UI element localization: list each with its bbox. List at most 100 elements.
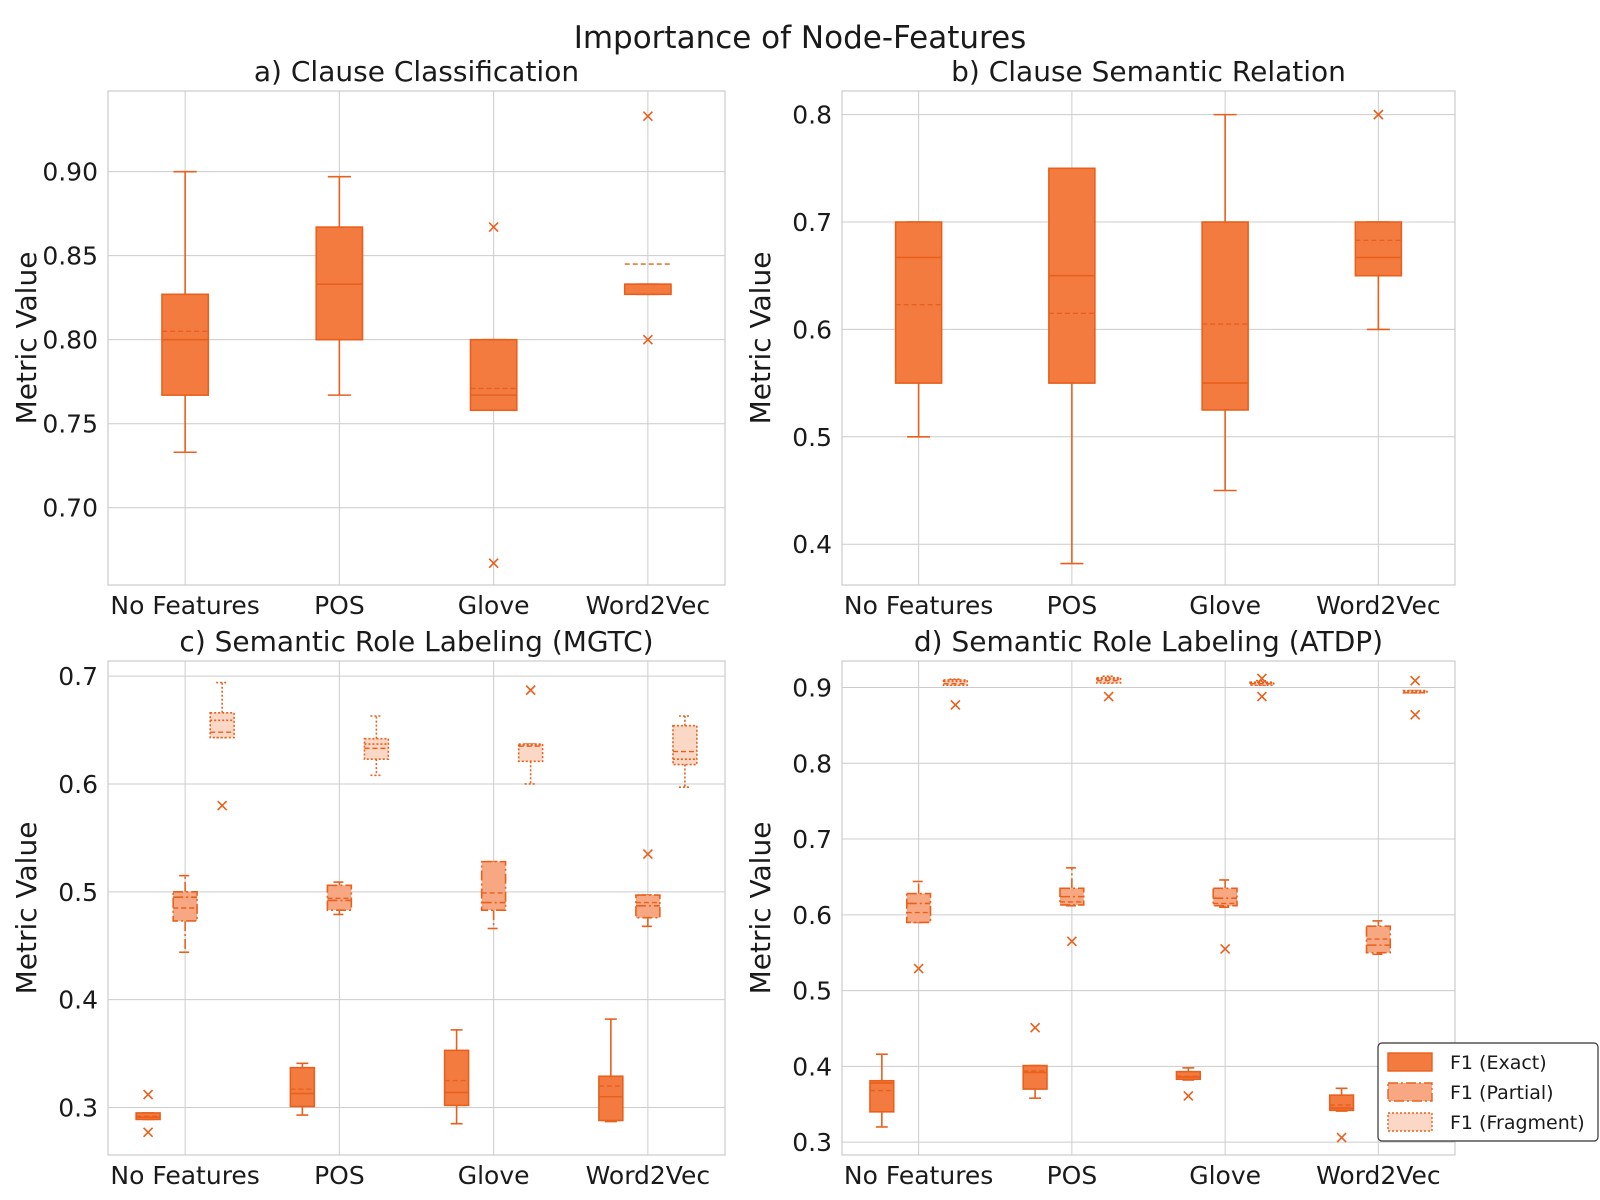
plot-frame (107, 660, 726, 1156)
outlier-marker (143, 1127, 154, 1138)
panel-b-clause-semantic-relation: 0.4 0.5 0.6 0.7 0.8 No Features POS Glove Word2V… (744, 55, 1456, 620)
outlier-marker (642, 849, 653, 860)
y-tick-label: 0.90 (42, 158, 98, 187)
panel-title: d) Semantic Role Labeling (ATDP) (914, 625, 1383, 658)
outlier-marker (1410, 709, 1421, 720)
y-tick-label: 0.4 (58, 986, 98, 1015)
plot-frame (841, 90, 1456, 586)
iqr-box (672, 724, 698, 766)
iqr-box (1354, 221, 1403, 277)
y-tick-label: 0.4 (792, 1052, 832, 1081)
y-tick-label: 0.6 (58, 770, 98, 799)
outlier-marker (1256, 691, 1267, 702)
outlier-marker (488, 222, 499, 233)
iqr-box (161, 293, 210, 396)
x-tick-label: POS (314, 591, 365, 620)
iqr-box (894, 221, 943, 384)
iqr-box (209, 711, 235, 739)
box-fragment-1 (363, 715, 390, 777)
box-fragment-0 (942, 678, 969, 711)
box-exact-1 (1048, 167, 1096, 565)
legend-swatch-partial (1387, 1082, 1433, 1102)
y-tick-label: 0.5 (58, 878, 98, 907)
outlier-marker (1410, 675, 1421, 686)
box-exact-3 (1354, 109, 1403, 331)
iqr-box (517, 743, 544, 763)
iqr-box (598, 1075, 624, 1122)
y-axis-label: Metric Value (10, 252, 43, 425)
panel-title: a) Clause Classification (254, 55, 579, 88)
box-fragment-2 (1249, 673, 1275, 702)
outlier-marker (1373, 109, 1384, 120)
iqr-box (1201, 221, 1249, 411)
box-exact-3 (598, 1018, 624, 1123)
outlier-marker (488, 558, 499, 569)
y-axis-label: Metric Value (744, 822, 777, 995)
panel-c-srl-mgtc: 0.3 0.4 0.5 0.6 0.7 No Features POS Glove Word2V… (10, 625, 726, 1190)
y-tick-label: 0.7 (792, 208, 832, 237)
iqr-box (869, 1079, 895, 1113)
box-partial-3 (635, 849, 661, 928)
y-tick-label: 0.75 (42, 410, 98, 439)
box-exact-0 (161, 170, 210, 454)
box-exact-0 (869, 1053, 895, 1128)
box-exact-2 (1201, 113, 1249, 492)
y-tick-label: 0.3 (58, 1094, 98, 1123)
box-exact-1 (315, 175, 364, 396)
y-tick-label: 0.8 (792, 749, 832, 778)
y-tick-label: 0.6 (792, 315, 832, 344)
outlier-marker (1220, 943, 1231, 954)
outlier-marker (950, 699, 961, 711)
y-tick-label: 0.85 (42, 242, 98, 271)
outlier-marker (1336, 1132, 1347, 1143)
box-partial-0 (905, 880, 932, 974)
panel-title: c) Semantic Role Labeling (MGTC) (179, 625, 653, 658)
box-exact-0 (135, 1089, 161, 1138)
box-partial-2 (480, 860, 507, 930)
iqr-box (1212, 887, 1238, 907)
iqr-box (905, 892, 932, 924)
x-tick-label: Glove (458, 1161, 530, 1190)
box-exact-2 (1175, 1067, 1202, 1101)
legend: F1 (Exact) F1 (Partial) F1 (Fragment) (1377, 1042, 1599, 1142)
y-tick-label: 0.5 (792, 977, 832, 1006)
x-tick-label: No Features (844, 591, 993, 620)
panel-d-srl-atdp: 0.3 0.4 0.5 0.6 0.7 0.8 0.9 No Features POS Glove… (744, 625, 1599, 1190)
y-tick-label: 0.70 (42, 494, 98, 523)
y-tick-label: 0.80 (42, 326, 98, 355)
y-tick-label: 0.4 (792, 530, 832, 559)
x-tick-label: POS (1047, 1161, 1098, 1190)
box-exact-1 (1022, 1022, 1048, 1099)
figure-title: Importance of Node-Features (574, 20, 1027, 56)
x-tick-label: No Features (844, 1161, 993, 1190)
outlier-marker (642, 334, 653, 345)
iqr-box (172, 891, 198, 922)
legend-frame (1377, 1042, 1599, 1142)
box-exact-2 (469, 222, 518, 569)
box-fragment-1 (1095, 675, 1122, 702)
outlier-marker (1103, 691, 1114, 702)
x-tick-label: Glove (1189, 591, 1261, 620)
y-axis-label: Metric Value (10, 822, 43, 995)
legend-swatch-fragment (1387, 1112, 1433, 1132)
x-tick-label: No Features (110, 1161, 259, 1190)
box-partial-1 (1059, 867, 1085, 947)
box-fragment-3 (672, 715, 698, 788)
iqr-box (480, 860, 507, 911)
iqr-box (469, 338, 518, 412)
box-exact-2 (443, 1029, 470, 1125)
y-tick-label: 0.7 (792, 825, 832, 854)
iqr-box (623, 283, 672, 296)
box-fragment-3 (1402, 675, 1428, 720)
x-tick-label: POS (314, 1161, 365, 1190)
box-partial-3 (1365, 920, 1392, 956)
y-tick-label: 0.6 (792, 901, 832, 930)
plot-frame (841, 660, 1456, 1156)
x-tick-label: Word2Vec (586, 1161, 710, 1190)
iqr-box (315, 226, 364, 341)
y-tick-label: 0.3 (792, 1128, 832, 1157)
x-tick-label: Glove (1189, 1161, 1261, 1190)
box-fragment-2 (517, 685, 544, 785)
outlier-marker (1183, 1090, 1194, 1101)
x-tick-label: Word2Vec (586, 591, 710, 620)
